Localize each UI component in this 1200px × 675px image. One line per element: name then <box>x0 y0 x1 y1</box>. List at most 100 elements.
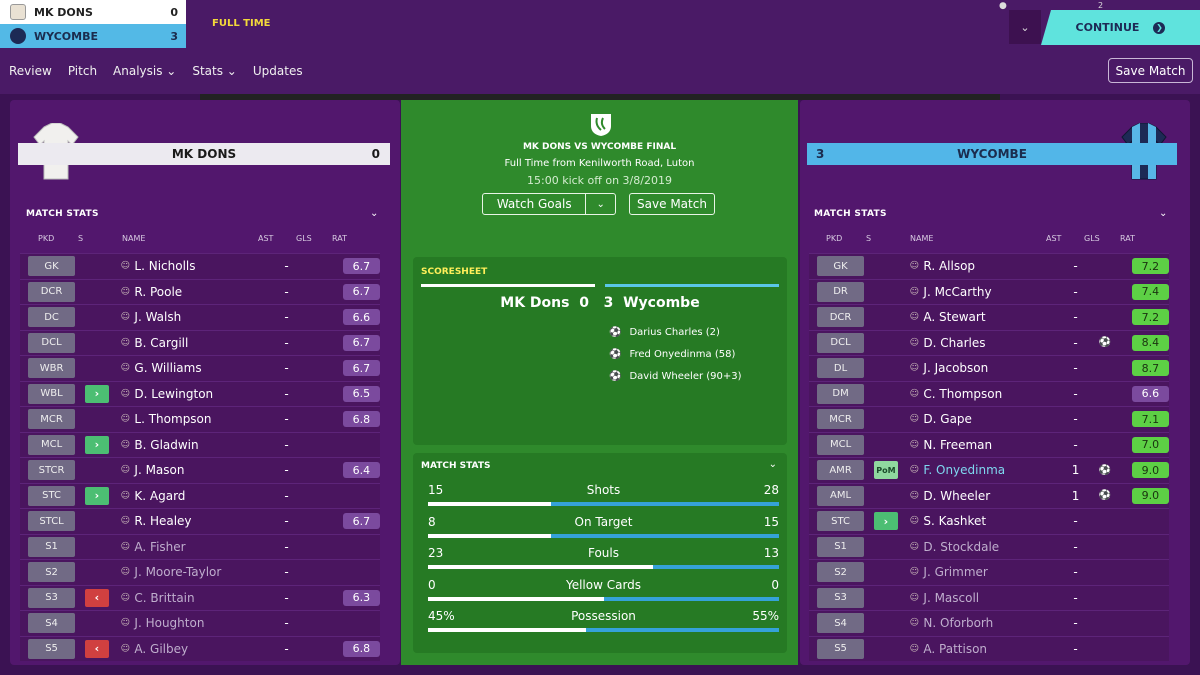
player-row[interactable]: DR ☺ J. McCarthy - 7.4 <box>809 278 1169 304</box>
header-pkd[interactable]: PKD <box>826 234 843 243</box>
player-name[interactable]: A. Pattison <box>923 641 988 656</box>
player-name[interactable]: J. McCarthy <box>923 284 992 299</box>
player-row[interactable]: STCL ☺ R. Healey - 6.7 <box>20 508 380 534</box>
player-name[interactable]: K. Agard <box>134 488 186 503</box>
nav-stats[interactable]: Stats ⌄ <box>192 64 237 78</box>
player-row[interactable]: DCL ☺ B. Cargill - 6.7 <box>20 329 380 355</box>
player-row[interactable]: DC ☺ J. Walsh - 6.6 <box>20 304 380 330</box>
header-name[interactable]: NAME <box>122 234 146 243</box>
player-name[interactable]: J. Jacobson <box>923 361 989 376</box>
player-name[interactable]: S. Kashket <box>923 514 987 529</box>
player-name[interactable]: J. Mason <box>134 463 185 478</box>
player-name[interactable]: C. Brittain <box>134 590 195 605</box>
player-row[interactable]: AMR PoM ☺ F. Onyedinma 1 ⚽ 9.0 <box>809 457 1169 483</box>
header-name[interactable]: NAME <box>910 234 934 243</box>
player-row[interactable]: S4 ☺ N. Oforborh - <box>809 610 1169 636</box>
player-row[interactable]: MCL ☺ N. Freeman - 7.0 <box>809 431 1169 457</box>
match-title: MK DONS VS WYCOMBE FINAL <box>522 142 677 152</box>
header-gls[interactable]: GLS <box>1084 234 1100 243</box>
continue-dropdown-button[interactable]: ⌄ <box>1009 10 1041 44</box>
continue-button[interactable]: CONTINUE ❯ <box>1041 10 1200 45</box>
header-ast[interactable]: AST <box>1046 234 1062 243</box>
user-icon[interactable]: ● <box>999 1 1007 11</box>
player-name[interactable]: R. Poole <box>134 284 183 299</box>
player-name[interactable]: J. Walsh <box>134 310 182 325</box>
player-name[interactable]: D. Wheeler <box>923 488 991 503</box>
player-row[interactable]: MCL › ☺ B. Gladwin - <box>20 431 380 457</box>
player-name[interactable]: N. Freeman <box>923 437 993 452</box>
player-name[interactable]: J. Houghton <box>134 616 205 631</box>
chevron-down-icon[interactable]: ⌄ <box>1159 208 1168 219</box>
player-row[interactable]: S5 ‹ ☺ A. Gilbey - 6.8 <box>20 635 380 661</box>
save-match-center-button[interactable]: Save Match <box>629 193 715 215</box>
player-name[interactable]: L. Nicholls <box>134 259 196 274</box>
player-row[interactable]: S2 ☺ J. Moore-Taylor - <box>20 559 380 585</box>
player-name[interactable]: A. Stewart <box>923 310 986 325</box>
player-name[interactable]: C. Thompson <box>923 386 1003 401</box>
player-name[interactable]: A. Fisher <box>134 539 186 554</box>
player-row[interactable]: GK ☺ R. Allsop - 7.2 <box>809 253 1169 279</box>
player-row[interactable]: S1 ☺ D. Stockdale - <box>809 533 1169 559</box>
player-row[interactable]: S1 ☺ A. Fisher - <box>20 533 380 559</box>
player-row[interactable]: DCL ☺ D. Charles - ⚽ 8.4 <box>809 329 1169 355</box>
header-s[interactable]: S <box>78 234 84 243</box>
nav-pitch[interactable]: Pitch <box>67 64 98 78</box>
nav-review[interactable]: Review <box>9 64 52 78</box>
player-row[interactable]: STC › ☺ S. Kashket - <box>809 508 1169 534</box>
player-row[interactable]: S3 ☺ J. Mascoll - <box>809 584 1169 610</box>
header-gls[interactable]: GLS <box>296 234 312 243</box>
assists: - <box>1073 310 1078 325</box>
header-ast[interactable]: AST <box>258 234 274 243</box>
player-name[interactable]: G. Williams <box>134 361 202 376</box>
header-rat[interactable]: RAT <box>1120 234 1135 243</box>
player-row[interactable]: S3 ‹ ☺ C. Brittain - 6.3 <box>20 584 380 610</box>
rating <box>1132 590 1169 606</box>
rating: 9.0 <box>1131 487 1169 504</box>
chevron-down-icon[interactable]: ⌄ <box>768 459 777 470</box>
header-pkd[interactable]: PKD <box>38 234 55 243</box>
player-name[interactable]: D. Charles <box>923 335 986 350</box>
player-name[interactable]: L. Thompson <box>134 412 212 427</box>
player-row[interactable]: STC › ☺ K. Agard - <box>20 482 380 508</box>
player-name[interactable]: J. Moore-Taylor <box>134 565 222 580</box>
player-name[interactable]: D. Lewington <box>134 386 214 401</box>
nav-analysis[interactable]: Analysis ⌄ <box>113 64 177 78</box>
rating: 6.3 <box>342 589 380 606</box>
player-row[interactable]: DCR ☺ R. Poole - 6.7 <box>20 278 380 304</box>
player-row[interactable]: DL ☺ J. Jacobson - 8.7 <box>809 355 1169 381</box>
player-name[interactable]: J. Grimmer <box>923 565 988 580</box>
player-row[interactable]: WBL › ☺ D. Lewington - 6.5 <box>20 380 380 406</box>
player-name[interactable]: R. Healey <box>134 514 192 529</box>
player-row[interactable]: DCR ☺ A. Stewart - 7.2 <box>809 304 1169 330</box>
player-name[interactable]: D. Gape <box>923 412 972 427</box>
player-name[interactable]: J. Mascoll <box>923 590 980 605</box>
player-row[interactable]: AML ☺ D. Wheeler 1 ⚽ 9.0 <box>809 482 1169 508</box>
player-row[interactable]: MCR ☺ L. Thompson - 6.8 <box>20 406 380 432</box>
stat-bar <box>428 628 779 632</box>
player-row[interactable]: MCR ☺ D. Gape - 7.1 <box>809 406 1169 432</box>
player-row[interactable]: S5 ☺ A. Pattison - <box>809 635 1169 661</box>
player-name[interactable]: D. Stockdale <box>923 539 1000 554</box>
player-row[interactable]: S2 ☺ J. Grimmer - <box>809 559 1169 585</box>
player-row[interactable]: GK ☺ L. Nicholls - 6.7 <box>20 253 380 279</box>
save-match-button[interactable]: Save Match <box>1108 58 1193 83</box>
player-name[interactable]: N. Oforborh <box>923 616 994 631</box>
player-row[interactable]: WBR ☺ G. Williams - 6.7 <box>20 355 380 381</box>
player-name[interactable]: B. Cargill <box>134 335 189 350</box>
top-bar <box>0 0 1200 48</box>
header-rat[interactable]: RAT <box>332 234 347 243</box>
player-row[interactable]: STCR ☺ J. Mason - 6.4 <box>20 457 380 483</box>
header-s[interactable]: S <box>866 234 872 243</box>
player-name[interactable]: A. Gilbey <box>134 641 189 656</box>
stat-home-value: 0 <box>428 577 436 592</box>
player-row[interactable]: S4 ☺ J. Houghton - <box>20 610 380 636</box>
player-name[interactable]: F. Onyedinma <box>923 463 1006 478</box>
chevron-down-icon[interactable]: ⌄ <box>370 208 379 219</box>
nav-updates[interactable]: Updates <box>252 64 303 78</box>
player-name[interactable]: R. Allsop <box>923 259 976 274</box>
player-row[interactable]: DM ☺ C. Thompson - 6.6 <box>809 380 1169 406</box>
assists: - <box>284 616 289 631</box>
chevron-down-icon[interactable]: ⌄ <box>585 194 615 214</box>
player-name[interactable]: B. Gladwin <box>134 437 199 452</box>
watch-goals-button[interactable]: Watch Goals ⌄ <box>482 193 616 215</box>
